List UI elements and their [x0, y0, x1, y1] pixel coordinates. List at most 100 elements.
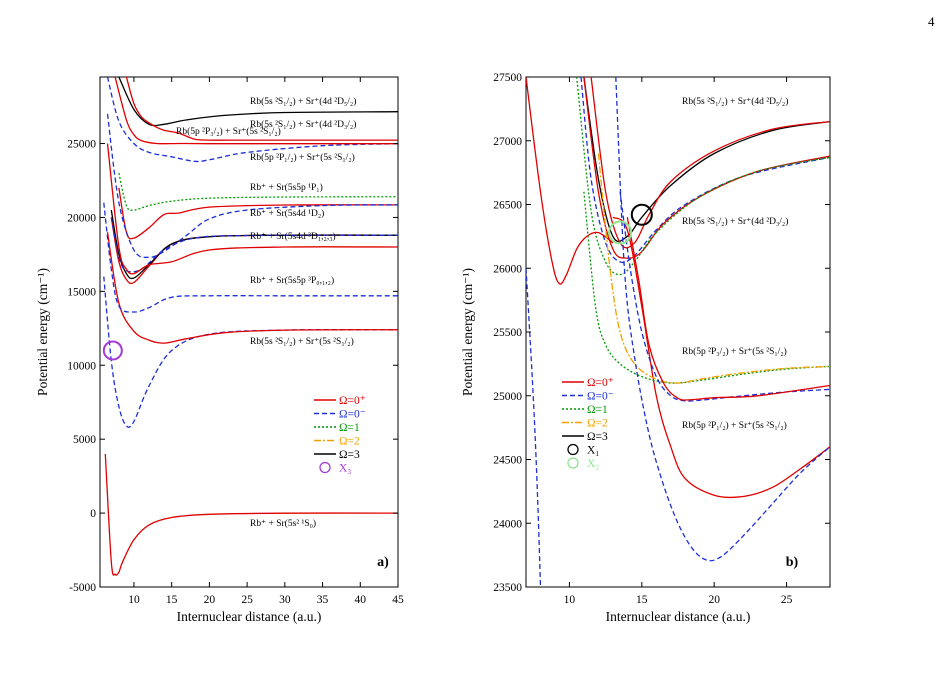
- y-axis-title: Potential energy (cm⁻¹): [460, 268, 475, 396]
- y-tick-label: 10000: [67, 360, 96, 372]
- asymptote-label: Rb(5s ²S₁/₂) + Sr⁺(4d ²D₃/₂): [682, 216, 788, 227]
- asymptote-label: Rb(5s ²S₁/₂) + Sr⁺(4d ²D₃/₂): [250, 119, 356, 130]
- legend-label: X₃: [339, 463, 351, 475]
- legend-label: Ω=3: [339, 449, 360, 461]
- y-tick-label: 24000: [493, 518, 522, 530]
- legend-label: X₂: [587, 458, 599, 470]
- legend-label: Ω=0⁻: [339, 409, 366, 421]
- panel-a-chart: 10 15 20 25 30 35 40 45 -5000 0 5000 10000 15000 2000…: [35, 76, 404, 624]
- asymptote-label: Rb(5p ²P₁/₂) + Sr⁺(5s ²S₁/₂): [682, 420, 787, 431]
- y-tick-label: 0: [90, 508, 96, 520]
- x-tick-label: 10: [564, 594, 576, 606]
- legend-marker: [567, 457, 579, 469]
- series-line: [125, 77, 398, 141]
- series-line: [626, 217, 830, 401]
- panel-label: b): [786, 555, 799, 570]
- legend-marker: [319, 461, 331, 474]
- panel-label: a): [377, 555, 389, 570]
- x-tick-label: 15: [636, 594, 648, 606]
- legend-label: Ω=0⁺: [339, 395, 366, 407]
- y-tick-label: 26000: [493, 263, 522, 275]
- marker-circle: [630, 203, 653, 226]
- legend-label: Ω=2: [339, 436, 360, 448]
- asymptote-label: Rb(5p ²P₃/₂) + Sr⁺(5s ²S₁/₂): [682, 346, 787, 357]
- series-line: [106, 113, 398, 259]
- x-tick-label: 45: [392, 594, 404, 606]
- series-line: [106, 143, 398, 275]
- y-tick-label: 27500: [493, 72, 522, 84]
- asymptote-label: Rb(5s ²S₁/₂) + Sr⁺(5s ²S₁/₂): [250, 336, 354, 347]
- marker-circle: [608, 220, 633, 245]
- marker-circle: [102, 340, 123, 361]
- x-axis-title: Internuclear distance (a.u.): [177, 609, 322, 624]
- series-line: [104, 453, 398, 576]
- asymptote-label: Rb(5p ²P₁/₂) + Sr⁺(5s ²S₁/₂): [250, 152, 355, 163]
- legend-label: X₁: [587, 445, 599, 457]
- x-tick-label: 15: [166, 594, 178, 606]
- asymptote-label: Rb⁺ + Sr(5s5p ³P₀,₁,₂): [250, 275, 334, 286]
- series-line: [118, 187, 398, 240]
- legend-label: Ω=0⁺: [587, 377, 614, 389]
- plot-frame: [525, 76, 831, 588]
- series-line: [114, 77, 398, 145]
- legend-label: Ω=3: [587, 431, 608, 443]
- y-tick-label: 25000: [493, 391, 522, 403]
- series-line: [615, 77, 830, 562]
- series-line: [619, 191, 830, 402]
- series-line: [118, 77, 398, 127]
- asymptote-label: Rb⁺ + Sr(5s4d ³D₁,₂,₃): [250, 231, 336, 242]
- page-number: 4: [928, 14, 935, 29]
- y-tick-label: 5000: [73, 434, 96, 446]
- series-line: [110, 209, 398, 280]
- legend: Ω=0⁺ Ω=0⁻Ω=1 Ω=2Ω=3 X₃: [314, 395, 366, 475]
- curves: [103, 77, 398, 576]
- legend-label: Ω=1: [587, 404, 608, 416]
- curves: [526, 77, 830, 587]
- series-line: [526, 77, 614, 285]
- x-tick-label: 35: [317, 594, 329, 606]
- y-tick-label: 24500: [493, 455, 522, 467]
- x-tick-label: 30: [279, 594, 291, 606]
- y-tick-label: 25500: [493, 327, 522, 339]
- x-tick-label: 40: [355, 594, 367, 606]
- legend-label: Ω=2: [587, 418, 608, 430]
- y-tick-label: -5000: [69, 582, 96, 594]
- panel-b-chart: 10 15 20 25 23500 24000 24500 25000 25500 26000 26…: [460, 72, 831, 624]
- series-line: [583, 77, 830, 243]
- legend-label: Ω=1: [339, 422, 360, 434]
- y-tick-label: 25000: [67, 139, 96, 151]
- y-tick-label: 23500: [493, 582, 522, 594]
- x-tick-label: 20: [204, 594, 216, 606]
- asymptote-label: Rb(5s ²S₁/₂) + Sr⁺(4d ²D₅/₂): [682, 96, 788, 107]
- y-tick-label: 15000: [67, 286, 96, 298]
- y-tick-label: 27000: [493, 136, 522, 148]
- y-tick-label: 20000: [67, 212, 96, 224]
- series-line: [612, 216, 830, 499]
- legend-label: Ω=0⁻: [587, 391, 614, 403]
- x-axis-title: Internuclear distance (a.u.): [606, 609, 751, 624]
- asymptote-label: Rb(5p ²P₃/₂) + Sr⁺(5s ²S₁/₂): [176, 126, 281, 137]
- series-line: [110, 217, 398, 285]
- series-line: [583, 191, 830, 384]
- series-line: [106, 77, 398, 163]
- series-line: [103, 202, 398, 313]
- asymptote-label: Rb⁺ + Sr(5s² ¹S₀): [250, 518, 316, 529]
- x-tick-label: 25: [241, 594, 253, 606]
- series-line: [590, 77, 830, 249]
- x-tick-label: 20: [708, 594, 720, 606]
- asymptote-label: Rb(5s ²S₁/₂) + Sr⁺(4d ²D₅/₂): [250, 96, 356, 107]
- series-line: [526, 268, 542, 587]
- legend-marker: [567, 443, 579, 456]
- plot-frame: [99, 76, 399, 588]
- x-tick-label: 10: [128, 594, 140, 606]
- x-tick-label: 25: [781, 594, 793, 606]
- series-line: [110, 217, 398, 273]
- y-tick-label: 26500: [493, 200, 522, 212]
- asymptote-label: Rb⁺ + Sr(5s5p ¹P₁): [250, 182, 323, 193]
- y-axis-title: Potential energy (cm⁻¹): [35, 268, 50, 396]
- asymptote-label: Rb⁺ + Sr(5s4d ¹D₂): [250, 208, 324, 219]
- series-line: [106, 232, 398, 344]
- series-line: [597, 153, 830, 384]
